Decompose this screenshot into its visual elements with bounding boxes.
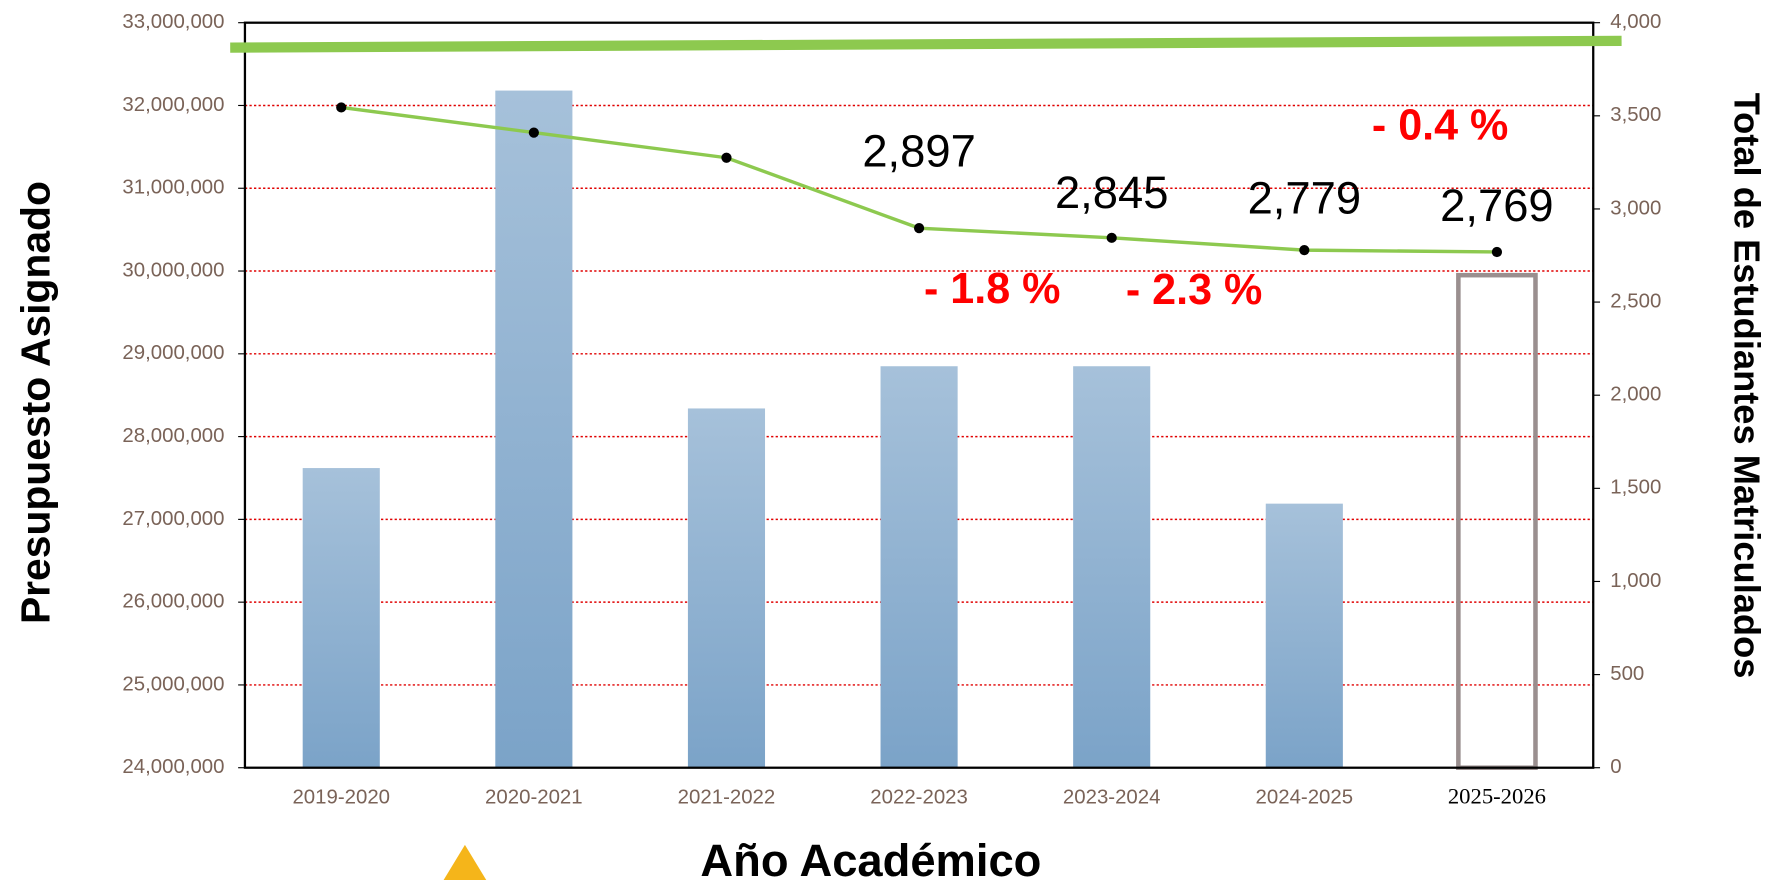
bar bbox=[1456, 272, 1538, 770]
y-tick-label: 33,000,000 bbox=[122, 11, 224, 33]
bar bbox=[880, 366, 958, 768]
line-point bbox=[528, 127, 539, 138]
x-tick-label: 2020-2021 bbox=[485, 787, 583, 809]
x-tick-label: 2021-2022 bbox=[678, 787, 776, 809]
data-label: 2,897 bbox=[862, 125, 975, 176]
y-tick-label: 26,000,000 bbox=[122, 591, 224, 613]
line-point bbox=[336, 102, 347, 113]
line-point bbox=[913, 223, 925, 234]
y-axis-title: Presupuesto Asignado bbox=[12, 181, 58, 624]
bars bbox=[302, 90, 1538, 770]
y2-axis-title: Total de Estudiantes Matriculados bbox=[1726, 93, 1767, 679]
y2-tick-label: 3,500 bbox=[1610, 104, 1661, 126]
x-tick-label: 2019-2020 bbox=[292, 787, 390, 809]
bar bbox=[1265, 503, 1343, 768]
annotation: - 0.4 % bbox=[1372, 102, 1508, 150]
x-tick-label: 2024-2025 bbox=[1256, 787, 1354, 809]
y2-tick-label: 500 bbox=[1610, 663, 1644, 685]
annotation: - 1.8 % bbox=[924, 265, 1060, 313]
y2-tick-label: 1,500 bbox=[1610, 477, 1661, 499]
y-tick-label: 27,000,000 bbox=[122, 508, 224, 530]
triangle-icon bbox=[443, 844, 487, 880]
x-tick-label: 2023-2024 bbox=[1063, 787, 1161, 809]
y-tick-label: 30,000,000 bbox=[122, 259, 224, 281]
y-tick-label: 28,000,000 bbox=[122, 425, 224, 447]
x-tick-label: 2025-2026 bbox=[1448, 784, 1546, 809]
annotation: - 2.3 % bbox=[1126, 266, 1262, 314]
bar bbox=[687, 408, 766, 768]
data-label: 2,779 bbox=[1248, 172, 1361, 223]
y2-tick-label: 2,000 bbox=[1610, 384, 1661, 406]
bar bbox=[302, 468, 380, 768]
data-label: 2,845 bbox=[1055, 167, 1168, 218]
line-point bbox=[721, 152, 732, 163]
x-tick-label: 2022-2023 bbox=[870, 787, 968, 809]
y-tick-label: 31,000,000 bbox=[122, 177, 224, 199]
bar bbox=[1073, 366, 1151, 768]
y2-tick-label: 3,000 bbox=[1610, 197, 1661, 219]
bar bbox=[495, 90, 573, 768]
y2-tick-label: 1,000 bbox=[1610, 570, 1661, 592]
y-tick-label: 29,000,000 bbox=[122, 342, 224, 364]
line-point bbox=[1491, 246, 1503, 258]
line-point bbox=[1106, 232, 1117, 243]
y-tick-label: 24,000,000 bbox=[122, 756, 224, 778]
y-tick-label: 32,000,000 bbox=[122, 94, 224, 116]
y-tick-label: 25,000,000 bbox=[122, 673, 224, 695]
line-point bbox=[1299, 245, 1310, 256]
reference-line bbox=[230, 35, 1622, 53]
y2-tick-label: 0 bbox=[1610, 756, 1621, 778]
x-axis-title: Año Académico bbox=[700, 835, 1041, 880]
y2-tick-label: 2,500 bbox=[1610, 290, 1661, 312]
data-label: 2,769 bbox=[1440, 180, 1553, 231]
y2-tick-label: 4,000 bbox=[1610, 11, 1661, 33]
